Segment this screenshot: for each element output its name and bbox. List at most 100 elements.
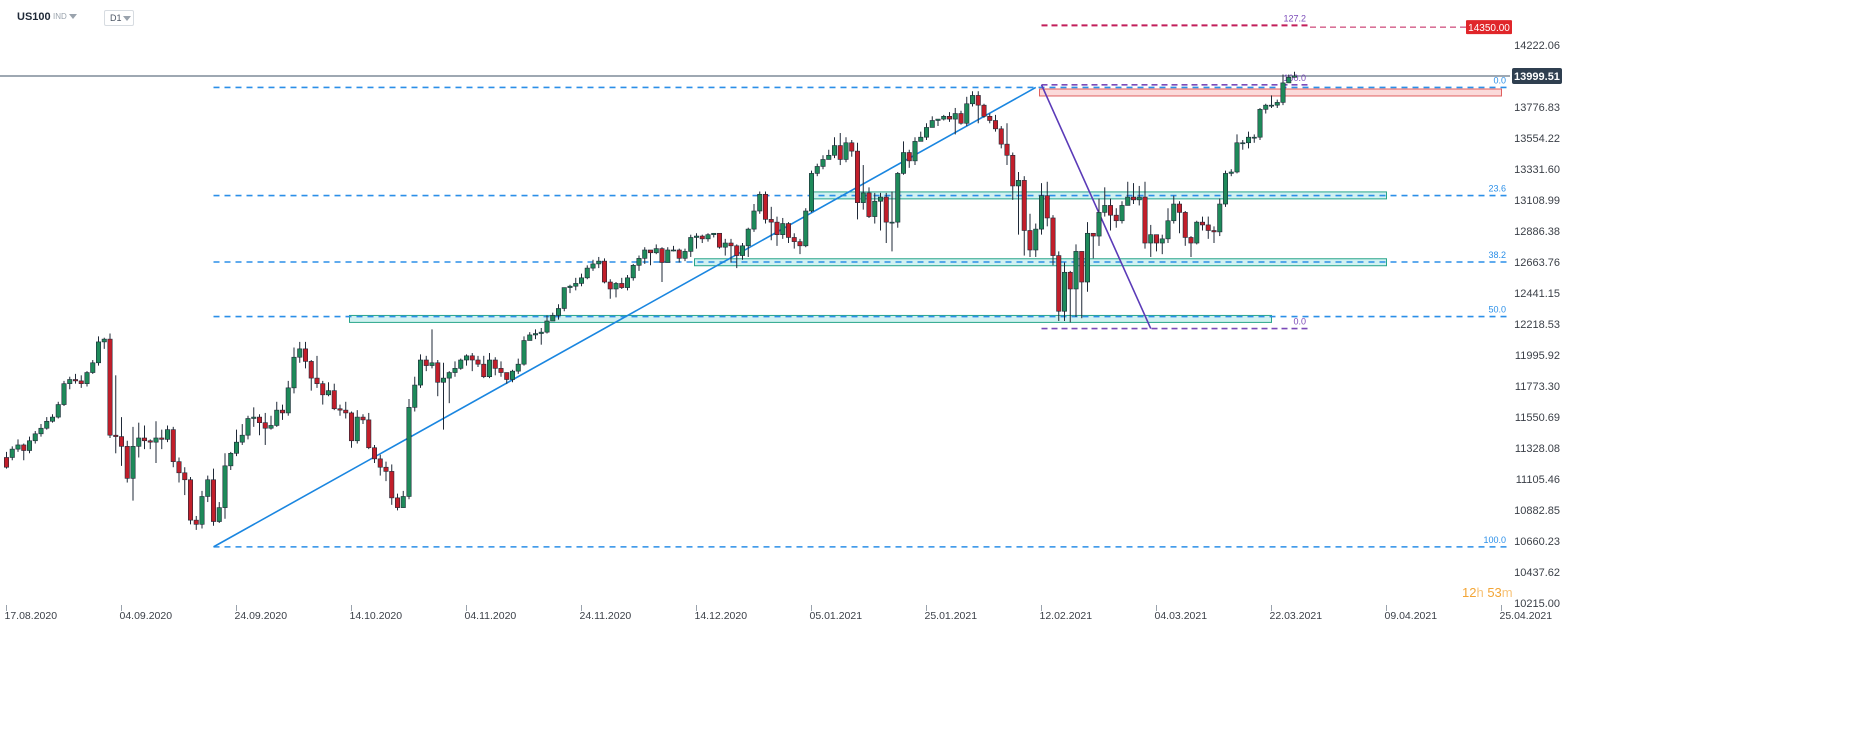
bear-candle bbox=[78, 380, 84, 384]
fib-level-label: 100.0 bbox=[1483, 535, 1506, 545]
trend-lines bbox=[213, 84, 1152, 548]
bull-candle bbox=[1165, 220, 1171, 240]
bull-candle bbox=[941, 116, 947, 120]
bull-candle bbox=[935, 118, 941, 121]
bear-candle bbox=[906, 152, 912, 162]
time-axis: 17.08.2020 04.09.2020 24.09.2020 14.10.2020… bbox=[5, 605, 1552, 622]
bull-candle bbox=[693, 235, 699, 238]
fib-level-label: 23.6 bbox=[1488, 184, 1506, 194]
bull-candle bbox=[96, 341, 102, 364]
target-price-label: 14350.00 bbox=[1468, 23, 1510, 34]
bull-candle bbox=[515, 363, 521, 372]
price-tick-label: 13108.99 bbox=[1514, 195, 1560, 207]
time-tick-label: 09.04.2021 bbox=[1385, 610, 1438, 622]
bull-candle bbox=[130, 446, 136, 479]
bear-candle bbox=[946, 116, 952, 120]
bull-candle bbox=[452, 368, 458, 373]
bear-candle bbox=[1205, 224, 1211, 231]
bull-candle bbox=[1171, 203, 1177, 222]
bear-candle bbox=[475, 359, 481, 365]
bull-candle bbox=[1286, 77, 1292, 84]
symbol-label[interactable]: US100 bbox=[17, 11, 51, 23]
bull-candle bbox=[1263, 104, 1269, 110]
bull-candle bbox=[670, 249, 676, 252]
bull-candle bbox=[1015, 180, 1021, 187]
countdown-hours: 12 bbox=[1462, 585, 1477, 600]
bull-candle bbox=[274, 409, 280, 426]
bull-candle bbox=[1228, 171, 1234, 174]
bear-candle bbox=[389, 471, 395, 499]
bear-candle bbox=[716, 232, 722, 248]
bull-candle bbox=[32, 433, 38, 442]
instrument-type-dropdown[interactable]: IND bbox=[53, 12, 67, 21]
price-tick-label: 13776.83 bbox=[1514, 102, 1560, 114]
candle-series bbox=[4, 71, 1298, 530]
bull-candle bbox=[653, 248, 659, 254]
bear-candle bbox=[159, 437, 165, 440]
bear-candle bbox=[981, 104, 987, 117]
toolbar: US100 IND D1 bbox=[0, 0, 1866, 34]
time-tick-label: 14.12.2020 bbox=[695, 610, 748, 622]
bear-candle bbox=[182, 472, 188, 481]
bull-candle bbox=[412, 384, 418, 408]
bear-candle bbox=[331, 390, 337, 410]
bull-candle bbox=[751, 210, 757, 230]
bear-candle bbox=[348, 412, 354, 442]
bear-candle bbox=[320, 383, 326, 396]
bull-candle bbox=[889, 221, 895, 224]
bull-candle bbox=[1148, 234, 1154, 244]
bear-candle bbox=[262, 422, 268, 429]
bear-candle bbox=[774, 221, 780, 235]
price-tick-label: 11550.69 bbox=[1515, 412, 1560, 424]
time-tick-label: 05.01.2021 bbox=[810, 610, 863, 622]
bear-candle bbox=[601, 260, 607, 283]
bear-candle bbox=[797, 241, 803, 247]
bull-candle bbox=[67, 379, 73, 384]
bull-candle bbox=[1269, 104, 1275, 107]
bear-candle bbox=[481, 363, 487, 378]
bear-candle bbox=[676, 249, 682, 259]
bull-candle bbox=[486, 359, 492, 378]
bear-candle bbox=[958, 113, 964, 124]
bull-candle bbox=[1194, 221, 1200, 244]
timeframe-dropdown[interactable]: D1 bbox=[104, 10, 134, 26]
bull-candle bbox=[1246, 136, 1252, 144]
bull-candle bbox=[199, 496, 205, 525]
bull-candle bbox=[682, 251, 688, 259]
bear-candle bbox=[768, 219, 774, 223]
bull-candle bbox=[642, 249, 648, 259]
price-tick-label: 10882.85 bbox=[1514, 505, 1560, 517]
bull-candle bbox=[1125, 196, 1131, 206]
bull-candle bbox=[153, 437, 159, 443]
bull-candle bbox=[929, 120, 935, 128]
chevron-down-icon[interactable] bbox=[69, 14, 77, 19]
fib-extension-label: 0.0 bbox=[1293, 317, 1306, 327]
bull-candle bbox=[1136, 196, 1142, 201]
target-price-badge bbox=[1466, 20, 1512, 35]
time-tick-label: 04.09.2020 bbox=[120, 610, 173, 622]
bull-candle bbox=[1119, 205, 1125, 222]
current-price-label: 13999.51 bbox=[1514, 71, 1560, 83]
bear-candle bbox=[394, 497, 400, 508]
fib-level-label: 0.0 bbox=[1493, 75, 1506, 85]
bear-candle bbox=[469, 355, 475, 361]
bear-candle bbox=[498, 368, 504, 373]
bear-candle bbox=[607, 281, 613, 290]
bull-candle bbox=[527, 334, 533, 341]
bull-candle bbox=[665, 249, 671, 263]
bear-candle bbox=[734, 245, 740, 256]
bear-candle bbox=[987, 116, 993, 121]
bull-candle bbox=[688, 237, 694, 252]
bear-candle bbox=[337, 408, 343, 411]
bear-candle bbox=[170, 429, 176, 462]
time-tick-label: 12.02.2021 bbox=[1040, 610, 1093, 622]
bear-candle bbox=[1056, 255, 1062, 312]
bear-candle bbox=[119, 436, 125, 447]
price-tick-label: 10215.00 bbox=[1514, 598, 1560, 610]
bull-candle bbox=[165, 429, 171, 440]
price-tick-label: 11328.08 bbox=[1515, 443, 1560, 455]
bull-candle bbox=[1159, 238, 1165, 244]
bear-candle bbox=[383, 466, 389, 472]
bear-candle bbox=[360, 416, 366, 421]
